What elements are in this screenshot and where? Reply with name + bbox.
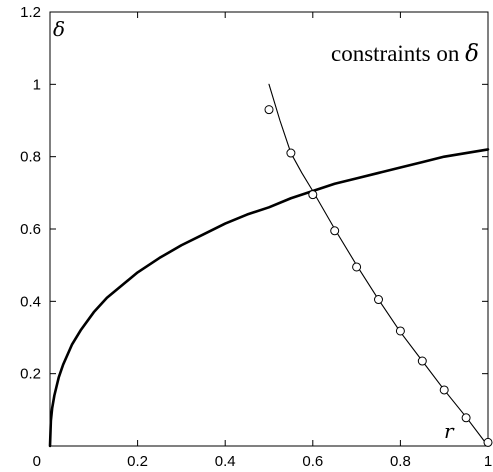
data-point-marker <box>286 148 296 158</box>
data-point-marker <box>330 226 340 236</box>
data-point-marker <box>352 262 362 272</box>
plot-frame <box>49 11 489 447</box>
thin-fit-line <box>268 83 489 447</box>
data-point-marker <box>439 385 449 395</box>
x-tick-label: 0.6 <box>302 453 323 470</box>
y-tick-label: 0.6 <box>20 221 41 238</box>
x-tick-label: 0.4 <box>215 453 236 470</box>
x-tick-label: 1 <box>484 453 492 470</box>
y-tick-label: 0.8 <box>20 149 41 166</box>
data-point-marker <box>461 413 471 423</box>
y-tick-label: 1 <box>33 76 41 93</box>
y-tick-label: 0.2 <box>20 366 41 383</box>
x-axis-label: r <box>444 419 455 443</box>
x-tick-label: 0.2 <box>127 453 148 470</box>
ticks: 0 0.2 0.4 0.6 0.8 1 0.2 0.4 0.6 0.8 1 1.2 <box>20 4 492 470</box>
data-point-marker <box>374 295 383 305</box>
data-point-marker <box>483 437 493 447</box>
y-tick-label: 1.2 <box>20 4 41 21</box>
data-point-marker <box>264 105 274 115</box>
chart-title: constraints on δ <box>331 41 479 67</box>
y-tick-label: 0.4 <box>20 293 41 310</box>
thick-curve-line <box>48 148 490 448</box>
x-tick-label: 0.8 <box>390 453 411 470</box>
series-layer <box>48 83 493 448</box>
y-axis-label: δ <box>53 17 65 41</box>
data-point-marker <box>417 356 427 366</box>
data-point-marker <box>308 190 318 200</box>
x-tick-label: 0 <box>33 453 41 470</box>
data-point-marker <box>395 326 405 336</box>
